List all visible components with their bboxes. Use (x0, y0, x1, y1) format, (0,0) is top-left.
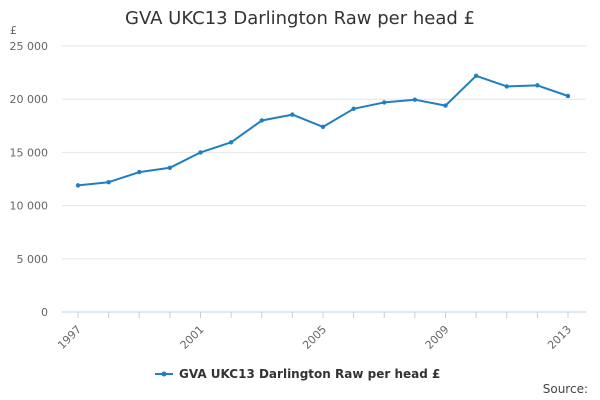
y-tick-label: 0 (41, 306, 48, 319)
data-point[interactable] (412, 97, 418, 102)
x-tick-label: 2001 (178, 323, 207, 352)
data-point[interactable] (106, 179, 111, 185)
y-tick-label: 5 000 (17, 253, 49, 266)
legend-item[interactable]: GVA UKC13 Darlington Raw per head £ (155, 366, 440, 382)
y-tick-label: 25 000 (10, 40, 49, 53)
y-tick-label: 10 000 (10, 200, 49, 213)
data-point[interactable] (565, 93, 571, 99)
x-tick-label: 2005 (300, 323, 329, 352)
data-point[interactable] (504, 84, 509, 89)
y-tick-label: 20 000 (10, 93, 49, 106)
legend-swatch-icon (155, 371, 173, 377)
legend-label: GVA UKC13 Darlington Raw per head £ (179, 367, 441, 381)
data-point[interactable] (382, 100, 387, 105)
y-tick-label: 15 000 (10, 146, 49, 159)
data-point[interactable] (167, 165, 173, 171)
data-point[interactable] (259, 118, 264, 123)
data-point[interactable] (290, 112, 295, 117)
source-label: Source: (542, 382, 588, 396)
series-group (75, 73, 571, 188)
data-point[interactable] (75, 183, 81, 188)
data-point[interactable] (228, 140, 234, 145)
gridlines (62, 45, 586, 313)
y-axis-unit-label: £ (10, 24, 17, 37)
data-point[interactable] (443, 103, 448, 108)
data-point[interactable] (535, 83, 540, 88)
y-axis-ticks: 0 5 000 10 000 15 000 20 000 25 000 (10, 40, 49, 319)
x-tick-label: 1997 (55, 323, 84, 352)
series-line (77, 74, 569, 187)
data-point[interactable] (320, 124, 326, 130)
chart-title: GVA UKC13 Darlington Raw per head £ (125, 8, 475, 29)
x-tick-label: 2009 (423, 323, 452, 352)
data-point[interactable] (137, 169, 142, 175)
data-point[interactable] (473, 73, 479, 78)
data-point[interactable] (198, 150, 203, 155)
x-axis-ticks: 1997 2001 2005 2009 2013 (55, 312, 574, 352)
data-point[interactable] (351, 106, 356, 111)
x-tick-label: 2013 (545, 323, 574, 352)
